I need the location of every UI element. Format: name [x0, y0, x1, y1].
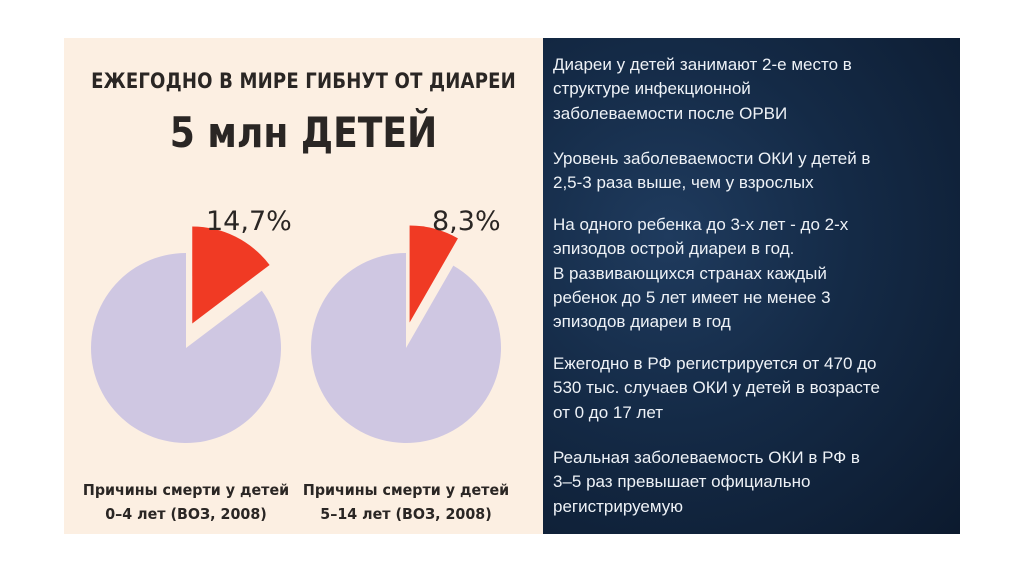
caption-line: 0–4 лет (ВОЗ, 2008) [105, 505, 267, 523]
infographic-panel: ЕЖЕГОДНО В МИРЕ ГИБНУТ ОТ ДИАРЕИ 5 млн Д… [64, 38, 543, 534]
fact-paragraph: Ежегодно в РФ регистрируется от 470 до 5… [553, 354, 880, 422]
headline: ЕЖЕГОДНО В МИРЕ ГИБНУТ ОТ ДИАРЕИ [91, 69, 516, 93]
subheadline: 5 млн ДЕТЕЙ [169, 108, 438, 157]
pie-charts [91, 225, 502, 444]
fact-paragraph: Уровень заболеваемости ОКИ у детей в 2,5… [553, 149, 871, 193]
facts-panel: Диареи у детей занимают 2-е место в стру… [543, 38, 960, 534]
fact-paragraph: Диареи у детей занимают 2-е место в стру… [553, 55, 852, 123]
pie-slice-diarrhea [192, 226, 270, 324]
pie-caption-0-4: Причины смерти у детей 0–4 лет (ВОЗ, 200… [76, 478, 297, 526]
pie-label-5-14: 8,3% [432, 206, 501, 237]
pie-slice-other [91, 253, 281, 444]
pie-caption-5-14: Причины смерти у детей 5–14 лет (ВОЗ, 20… [296, 478, 517, 526]
pie-label-0-4: 14,7% [206, 206, 292, 237]
caption-line: Причины смерти у детей [302, 481, 510, 499]
pie-slice-other [311, 253, 502, 444]
pie-slice-diarrhea [409, 225, 458, 323]
caption-line: 5–14 лет (ВОЗ, 2008) [320, 505, 492, 523]
fact-paragraph: Реальная заболеваемость ОКИ в РФ в 3–5 р… [553, 448, 860, 516]
fact-paragraph: На одного ребенка до 3-х лет - до 2-х эп… [553, 215, 849, 332]
caption-line: Причины смерти у детей [82, 481, 290, 499]
